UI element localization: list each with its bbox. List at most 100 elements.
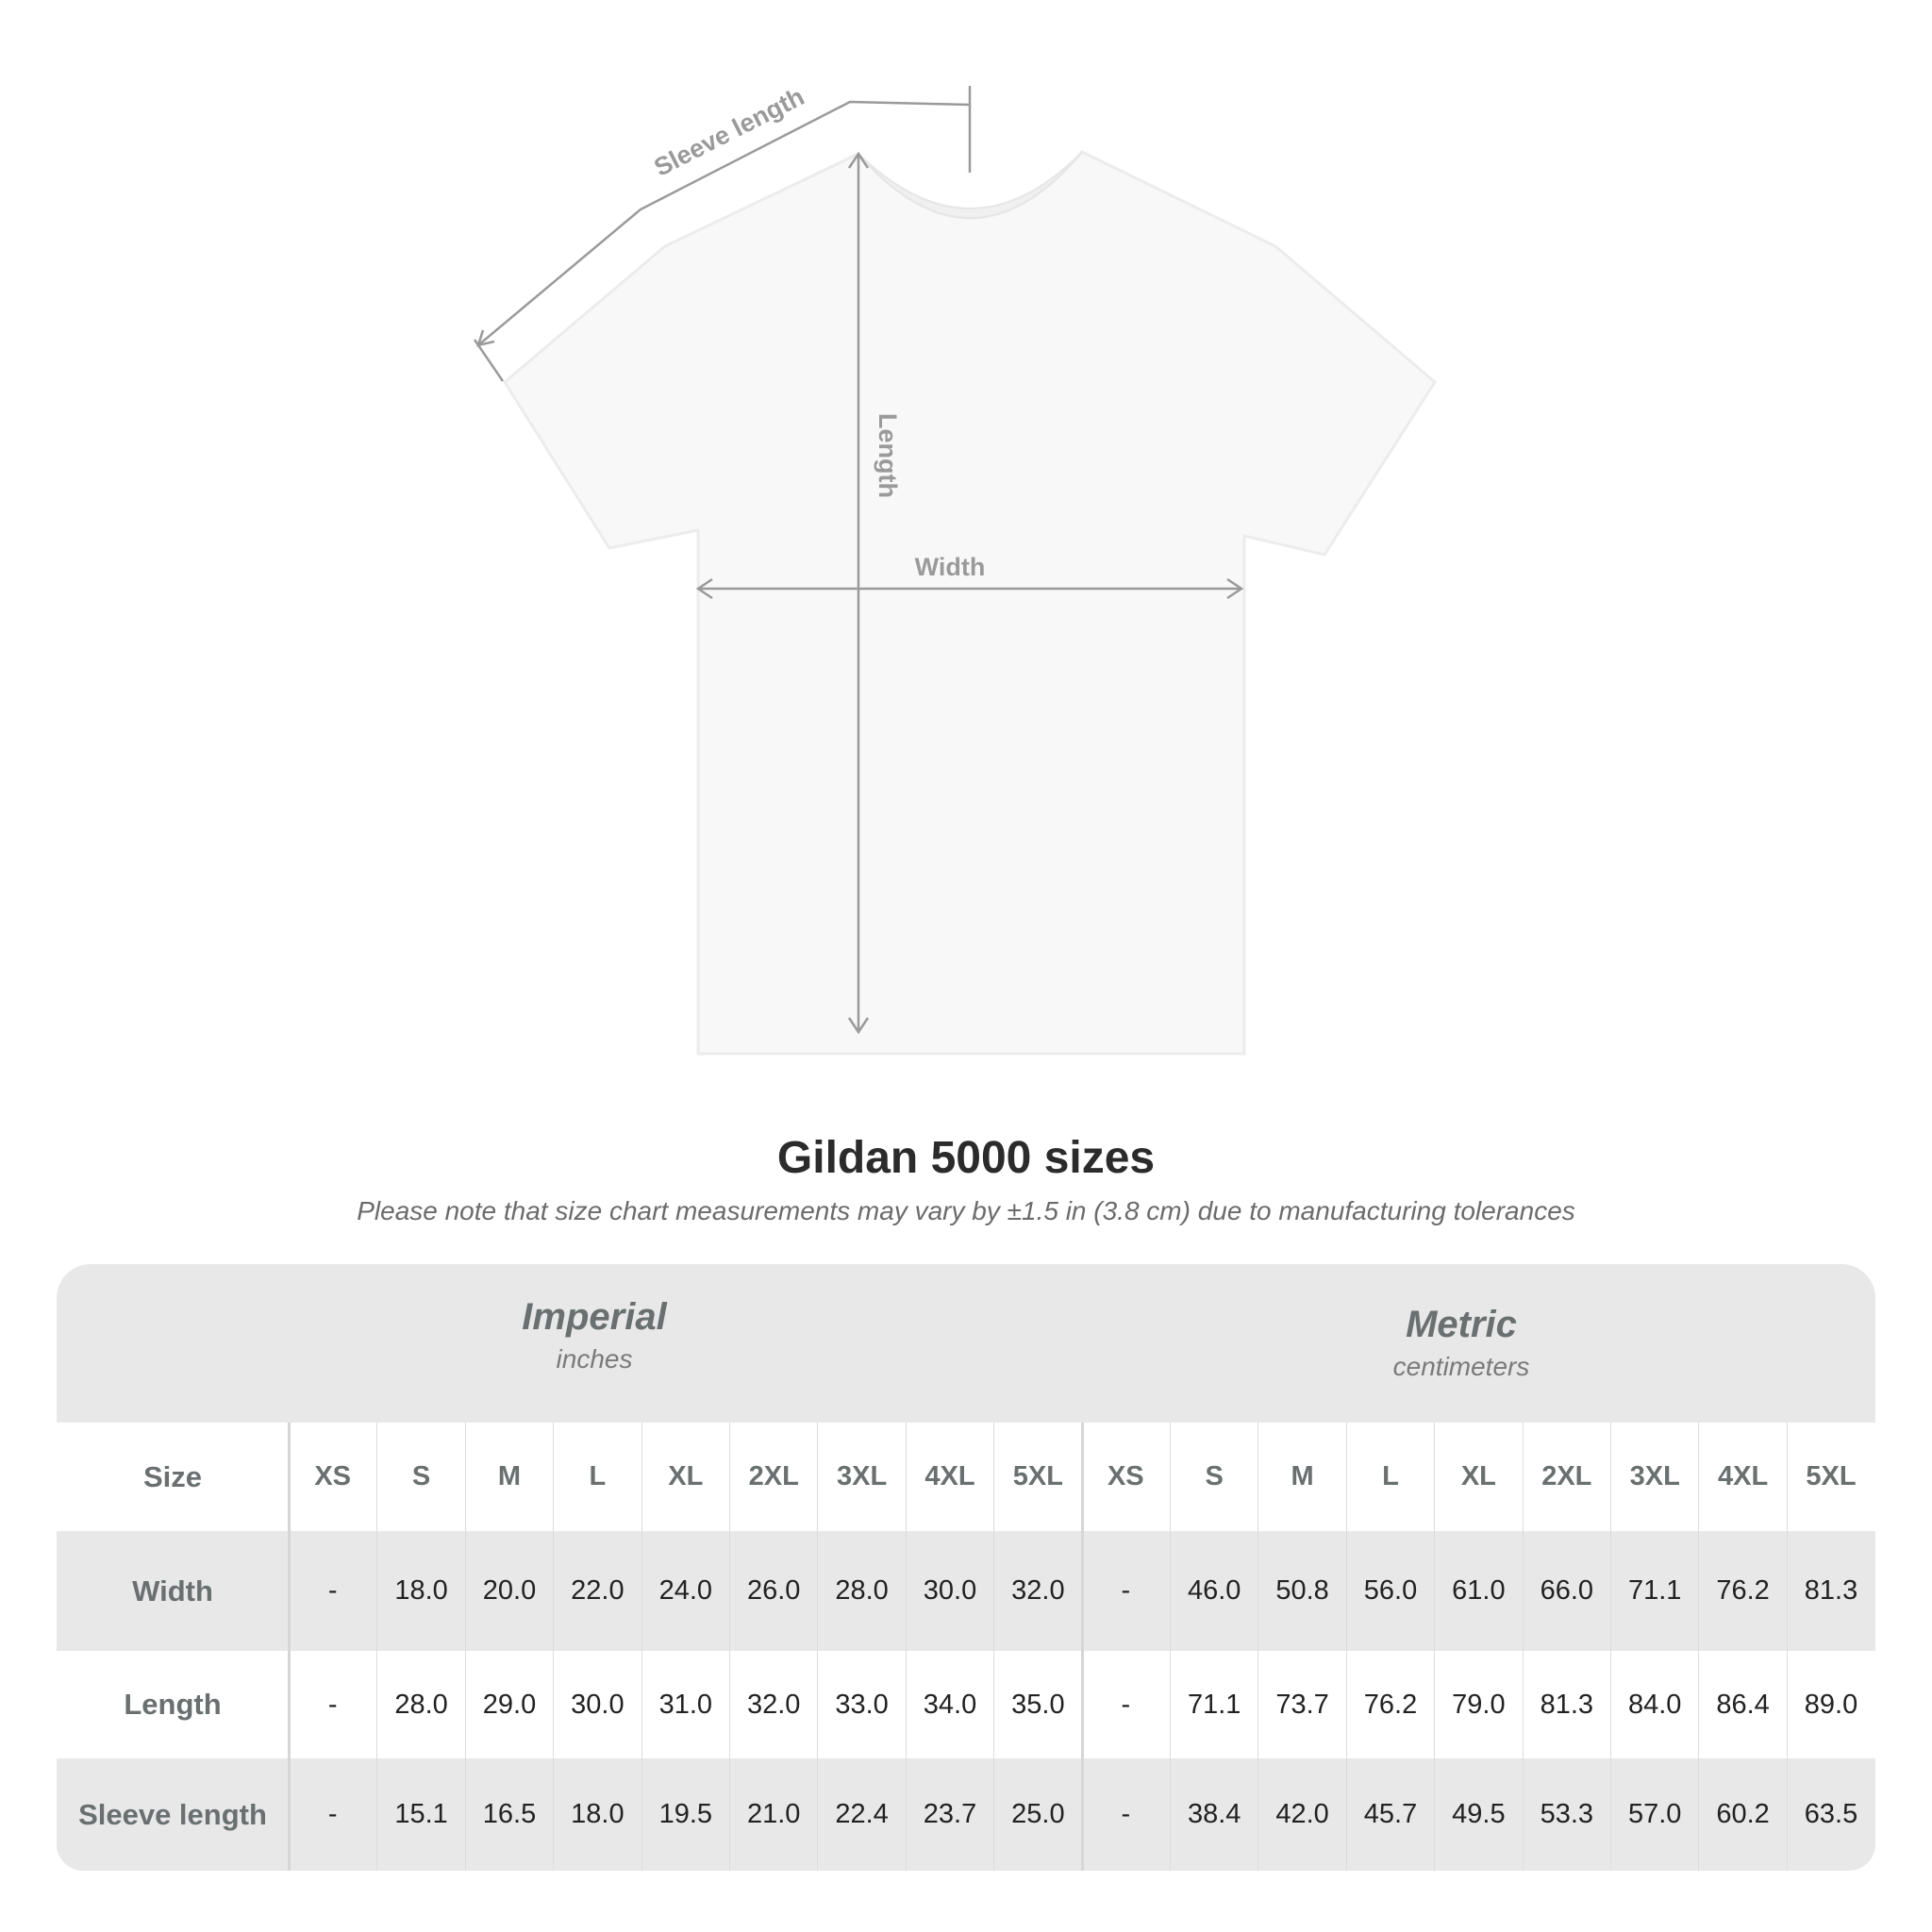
size-header-label: Size [142,1459,203,1493]
metric-title: Metric [1406,1304,1517,1345]
metric-unit: centimeters [1392,1352,1530,1381]
value-cell-metric: 50.8 [1257,1531,1345,1651]
imperial-unit: inches [556,1344,633,1374]
value-cell-imperial: - [327,1575,338,1606]
value-cell-metric: 57.0 [1610,1758,1698,1871]
table-row: Sleeve length - 15.1 16.5 18.0 19.5 21.0 22.4 23… [57,1758,1875,1871]
label-divider [288,1423,291,1871]
size-header-row: Size XS S M L XL 2XL 3XL 4XL 5XL XS S M L XL 2XL 3XL 4XL 5… [57,1423,1875,1531]
value-cell-metric: 76.2 [1698,1531,1786,1651]
value-cell-metric: 86.4 [1698,1651,1786,1758]
width-label: Width [915,553,986,581]
tolerance-note: Please note that size chart measurements… [357,1196,1575,1225]
size-header-imperial: M [464,1423,553,1531]
sleeve-length-label: Sleeve length [650,82,809,182]
value-cell-imperial: 32.0 [993,1531,1081,1651]
row-band [57,1531,1875,1651]
value-cell-metric: 81.3 [1522,1651,1610,1758]
value-cell-metric: 49.5 [1434,1758,1522,1871]
value-cell-imperial: 32.0 [729,1651,817,1758]
value-cell-imperial: 16.5 [464,1758,553,1871]
size-header-imperial: S [376,1423,464,1531]
value-cell-imperial: 18.0 [553,1758,641,1871]
row-label: Width [132,1574,213,1607]
value-cell-metric: 42.0 [1257,1758,1345,1871]
value-cell-metric: 46.0 [1170,1531,1257,1651]
value-cell-metric: 38.4 [1170,1758,1257,1871]
imperial-header: Imperial inches [311,1296,877,1374]
value-cell-metric: 71.1 [1610,1531,1698,1651]
value-cell-imperial: 22.4 [817,1758,905,1871]
value-cell-metric: 84.0 [1610,1651,1698,1758]
size-header-imperial: L [553,1423,641,1531]
value-cell-metric: 89.0 [1786,1651,1874,1758]
tshirt-shape [503,150,1437,1056]
value-cell-imperial: 23.7 [905,1758,993,1871]
value-cell-metric: 79.0 [1434,1651,1522,1758]
table-row: Width - 18.0 20.0 22.0 24.0 26.0 28.0 30.0 32.0 - 4… [57,1531,1875,1651]
value-cell-imperial: 22.0 [553,1531,641,1651]
value-cell-imperial: 15.1 [376,1758,464,1871]
value-cell-metric: 76.2 [1345,1651,1434,1758]
value-cell-metric: 63.5 [1786,1758,1874,1871]
value-cell-imperial: - [327,1689,338,1720]
value-cell-imperial: 24.0 [641,1531,729,1651]
size-header-imperial: XS [314,1461,352,1491]
size-header-metric: M [1257,1423,1345,1531]
size-header-metric: L [1345,1423,1434,1531]
value-cell-imperial: 30.0 [553,1651,641,1758]
value-cell-imperial: 21.0 [729,1758,817,1871]
value-cell-metric: 45.7 [1345,1758,1434,1871]
value-cell-imperial: - [327,1799,338,1829]
metric-header: Metric centimeters [1178,1304,1744,1382]
value-cell-imperial: 34.0 [905,1651,993,1758]
size-header-metric: 2XL [1522,1423,1610,1531]
value-cell-metric: 66.0 [1522,1531,1610,1651]
size-header-metric: 3XL [1610,1423,1698,1531]
size-header-metric: XS [1107,1461,1144,1491]
units-header-band [57,1264,1875,1423]
row-label: Sleeve length [78,1797,267,1831]
value-cell-metric: 60.2 [1698,1758,1786,1871]
sleeve-length-arrow [477,100,971,346]
value-cell-metric: 71.1 [1170,1651,1257,1758]
size-table: Imperial inches Metric centimeters Size X… [57,1264,1875,1871]
size-header-metric: S [1170,1423,1257,1531]
page-title: Gildan 5000 sizes [776,1133,1156,1183]
value-cell-metric: 81.3 [1786,1531,1874,1651]
row-band [57,1758,1875,1871]
value-cell-metric: - [1121,1575,1131,1606]
value-cell-metric: 73.7 [1257,1651,1345,1758]
size-header-imperial: XL [641,1423,729,1531]
table-row: Length - 28.0 29.0 30.0 31.0 32.0 33.0 34.0 35.0 -… [57,1651,1875,1758]
value-cell-imperial: 33.0 [817,1651,905,1758]
value-cell-imperial: 18.0 [376,1531,464,1651]
value-cell-imperial: 29.0 [464,1651,553,1758]
size-header-imperial: 5XL [993,1423,1081,1531]
size-header-imperial: 4XL [905,1423,993,1531]
value-cell-imperial: 19.5 [641,1758,729,1871]
value-cell-metric: - [1121,1689,1131,1720]
imperial-title: Imperial [522,1296,667,1338]
value-cell-imperial: 20.0 [464,1531,553,1651]
value-cell-imperial: 25.0 [993,1758,1081,1871]
value-cell-metric: - [1121,1799,1131,1829]
size-header-metric: 4XL [1698,1423,1786,1531]
value-cell-imperial: 30.0 [905,1531,993,1651]
value-cell-metric: 61.0 [1434,1531,1522,1651]
system-divider [1081,1423,1084,1871]
value-cell-imperial: 26.0 [729,1531,817,1651]
tshirt-diagram: Width Length Sleeve length [473,82,1437,1056]
value-cell-metric: 53.3 [1522,1758,1610,1871]
length-label: Length [874,413,902,498]
size-header-imperial: 2XL [729,1423,817,1531]
size-header-metric: XL [1434,1423,1522,1531]
row-label: Length [124,1688,222,1721]
value-cell-imperial: 31.0 [641,1651,729,1758]
value-cell-metric: 56.0 [1345,1531,1434,1651]
size-header-imperial: 3XL [817,1423,905,1531]
value-cell-imperial: 28.0 [376,1651,464,1758]
value-cell-imperial: 28.0 [817,1531,905,1651]
value-cell-imperial: 35.0 [993,1651,1081,1758]
size-header-metric: 5XL [1786,1423,1874,1531]
